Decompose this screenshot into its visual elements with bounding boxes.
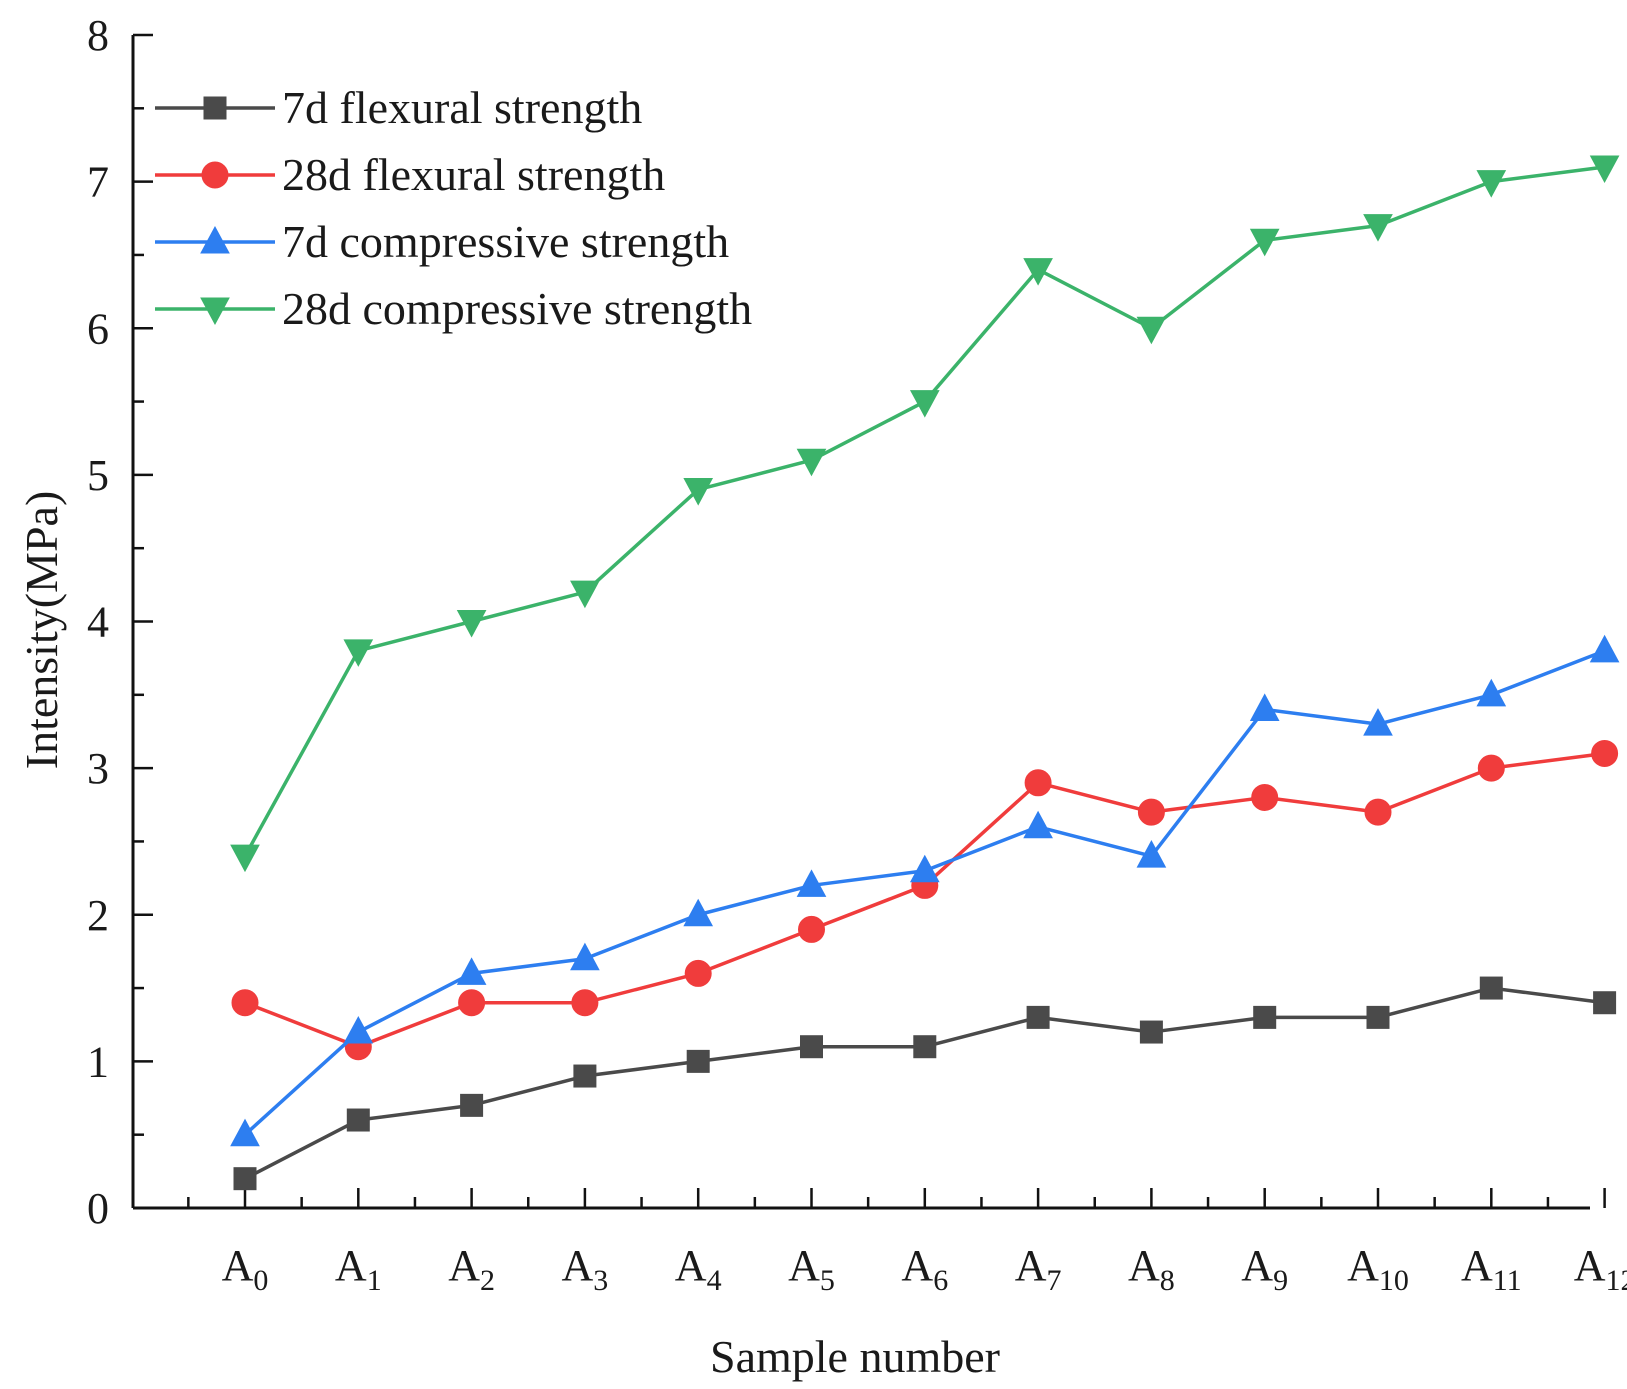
y-tick-label: 8	[87, 11, 109, 60]
data-point	[683, 898, 714, 927]
data-point	[683, 478, 714, 506]
x-tick-label: A7	[1015, 1241, 1062, 1297]
data-point	[1026, 1005, 1050, 1029]
legend-item: 28d flexural strength	[155, 149, 665, 200]
legend-label: 7d compressive strength	[282, 216, 729, 267]
data-point	[1139, 1020, 1163, 1044]
data-point	[686, 1049, 710, 1073]
x-tick-label: A1	[335, 1241, 382, 1297]
data-point	[1476, 170, 1507, 198]
data-point	[456, 957, 487, 985]
data-point	[1593, 991, 1617, 1015]
x-tick-label: A4	[675, 1241, 722, 1297]
legend-marker	[200, 297, 230, 326]
data-point	[458, 989, 486, 1017]
data-point	[1477, 754, 1505, 782]
data-point	[230, 1118, 260, 1147]
data-point	[570, 580, 600, 609]
data-point	[1476, 678, 1507, 707]
legend-label: 28d flexural strength	[282, 149, 665, 200]
data-point	[346, 1108, 370, 1132]
data-point	[909, 854, 940, 883]
data-point	[231, 989, 259, 1017]
data-point	[1137, 798, 1165, 826]
axes: 0 1 2 3 4 5 6 7 8 A0 A1 A2 A3 A4 A5 A6 A7 A8 A9 A10 A11 A12	[87, 11, 1627, 1297]
data-point	[1136, 840, 1167, 868]
data-point	[1023, 258, 1053, 286]
y-tick-label: 3	[87, 744, 109, 793]
data-point	[1363, 214, 1393, 242]
y-tick-label: 4	[87, 598, 109, 647]
data-point	[233, 1167, 257, 1191]
x-tick-label: A6	[901, 1241, 948, 1297]
legend-label: 28d compressive strength	[282, 283, 752, 334]
legend-label: 7d flexural strength	[282, 82, 642, 133]
data-point	[1023, 810, 1053, 839]
data-point	[909, 390, 940, 418]
legend-marker	[203, 96, 227, 120]
x-tick-label: A8	[1128, 1241, 1175, 1297]
series-line	[244, 986, 1605, 1181]
y-axis-title: Intensity(MPa)	[16, 491, 67, 770]
data-point	[571, 989, 599, 1017]
series-triangle-up	[230, 634, 1620, 1147]
data-point	[684, 959, 712, 987]
y-tick-label: 0	[87, 1184, 109, 1233]
series-square	[233, 976, 1617, 1191]
x-axis-title: Sample number	[710, 1331, 1000, 1382]
legend-marker	[201, 161, 229, 189]
x-tick-label: A10	[1347, 1241, 1409, 1297]
x-tick-label: A11	[1461, 1241, 1522, 1297]
data-point	[230, 844, 260, 873]
y-tick-label: 6	[87, 304, 109, 353]
data-point	[1249, 693, 1280, 721]
legend: 7d flexural strength 28d flexural strengt…	[155, 82, 752, 334]
data-point	[456, 610, 487, 638]
data-point	[1253, 1005, 1277, 1029]
data-point	[796, 869, 827, 897]
data-point	[913, 1035, 937, 1059]
data-point	[1136, 316, 1167, 345]
y-tick-label: 5	[87, 451, 109, 500]
data-point	[1024, 769, 1052, 797]
data-point	[1363, 708, 1393, 736]
series-circle	[231, 739, 1619, 1061]
y-tick-label: 7	[87, 158, 109, 207]
series-line	[243, 165, 1605, 857]
x-tick-label: A0	[222, 1241, 269, 1297]
data-point	[1589, 634, 1620, 663]
legend-item: 28d compressive strength	[155, 283, 752, 334]
y-tick-label: 1	[87, 1037, 109, 1086]
x-tick-label: A2	[448, 1241, 495, 1297]
data-point	[1364, 798, 1392, 826]
data-point	[1479, 976, 1503, 1000]
data-point	[1589, 155, 1620, 184]
x-tick-label: A9	[1241, 1241, 1288, 1297]
data-point	[343, 1015, 374, 1044]
data-point	[1249, 228, 1280, 257]
legend-item: 7d flexural strength	[155, 82, 642, 133]
data-point	[573, 1064, 597, 1088]
data-point	[800, 1035, 823, 1059]
data-point	[1251, 783, 1279, 811]
data-point	[460, 1093, 484, 1117]
legend-item: 7d compressive strength	[155, 216, 729, 267]
x-tick-label: A3	[562, 1241, 609, 1297]
data-point	[796, 448, 827, 477]
data-point	[343, 639, 374, 667]
series-layer	[230, 155, 1620, 1191]
data-point	[1591, 739, 1619, 767]
data-point	[570, 942, 600, 971]
series-line	[244, 751, 1605, 1049]
data-point	[1366, 1005, 1390, 1029]
y-tick-label: 2	[87, 891, 109, 940]
series-triangle-down	[230, 155, 1620, 873]
legend-marker	[200, 225, 230, 254]
x-tick-label: A5	[788, 1241, 835, 1297]
data-point	[798, 915, 825, 943]
x-tick-label: A12	[1574, 1241, 1627, 1297]
